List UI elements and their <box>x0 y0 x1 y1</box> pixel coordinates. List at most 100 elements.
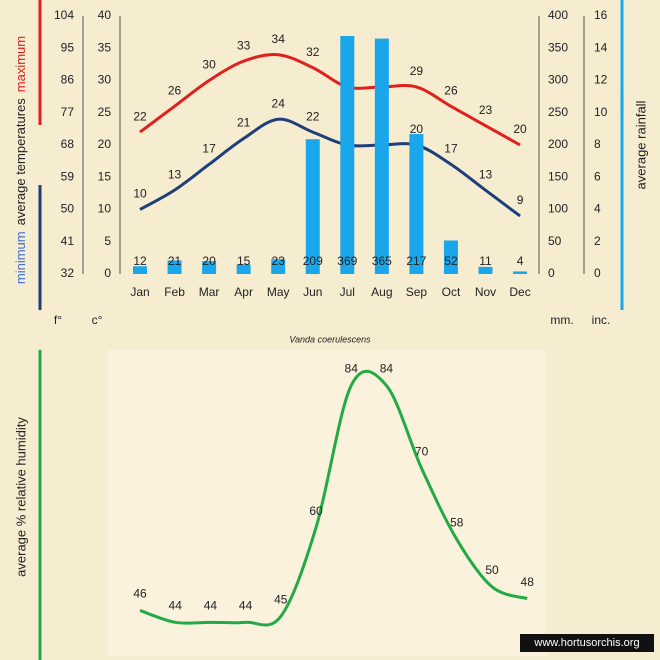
data-label: 46 <box>133 587 147 601</box>
y2-title: average rainfall <box>633 100 648 189</box>
bar <box>305 139 320 274</box>
data-label: 10 <box>133 187 147 201</box>
line <box>139 117 521 218</box>
data-label: 70 <box>415 445 429 459</box>
data-label: 30 <box>202 58 216 72</box>
bar <box>271 259 286 274</box>
tick-label: 50 <box>548 234 562 248</box>
bar <box>513 271 528 274</box>
data-label: 22 <box>133 109 147 123</box>
tick-label: 300 <box>548 73 568 87</box>
data-label: 29 <box>410 64 424 78</box>
tick-label: 400 <box>548 8 568 22</box>
tick-label: 10 <box>594 105 608 119</box>
data-label: 34 <box>272 32 286 46</box>
temp-axis-title: minimum average temperatures maximum <box>13 36 28 284</box>
mm-unit: mm. <box>550 313 573 327</box>
data-label: 58 <box>450 516 464 530</box>
x-tick-label: Aug <box>371 285 392 299</box>
bar <box>409 134 424 274</box>
bar-label: 15 <box>237 254 251 268</box>
data-label: 17 <box>444 142 458 156</box>
tick-label: 16 <box>594 8 608 22</box>
tick-label: 40 <box>98 8 112 22</box>
bar <box>133 266 147 274</box>
line <box>139 369 528 627</box>
bar-label: 23 <box>272 254 286 268</box>
data-label: 26 <box>444 83 458 97</box>
in-unit: inc. <box>592 313 611 327</box>
tick-label: 100 <box>548 202 568 216</box>
bar-label: 21 <box>168 254 182 268</box>
data-label: 17 <box>202 142 216 156</box>
data-label: 48 <box>521 575 535 589</box>
tick-label: 0 <box>548 266 555 280</box>
tick-label: 2 <box>594 234 601 248</box>
humidity-title: average % relative humidity <box>13 417 28 577</box>
tick-label: 350 <box>548 40 568 54</box>
legend-max: maximum <box>13 36 28 92</box>
legend-min: minimum <box>13 231 28 284</box>
x-tick-label: Feb <box>164 285 185 299</box>
tick-label: 68 <box>61 137 75 151</box>
tick-label: 35 <box>98 40 112 54</box>
bar-label: 209 <box>303 254 323 268</box>
data-label: 21 <box>237 116 251 130</box>
x-tick-label: May <box>267 285 290 299</box>
caption: Vanda coerulescens <box>289 334 371 344</box>
x-tick-label: Oct <box>442 285 461 299</box>
bar-label: 11 <box>479 254 492 268</box>
credit: www.hortusorchis.org <box>533 637 639 649</box>
data-label: 9 <box>517 193 524 207</box>
data-label: 33 <box>237 38 251 52</box>
data-label: 44 <box>169 598 183 612</box>
bar <box>236 264 251 274</box>
tick-label: 77 <box>61 105 75 119</box>
data-label: 45 <box>274 593 288 607</box>
x-tick-label: Nov <box>475 285 496 299</box>
f-unit: f° <box>54 313 62 327</box>
tick-label: 104 <box>54 8 74 22</box>
tick-label: 12 <box>594 73 608 87</box>
x-tick-label: Dec <box>509 285 530 299</box>
tick-label: 95 <box>61 40 75 54</box>
bar <box>340 35 355 275</box>
tick-label: 10 <box>98 202 112 216</box>
x-tick-label: Mar <box>199 285 220 299</box>
bar-label: 12 <box>133 254 147 268</box>
line <box>139 52 521 147</box>
bar <box>374 38 389 275</box>
tick-label: 0 <box>104 266 111 280</box>
x-tick-label: Sep <box>406 285 428 299</box>
tick-label: 250 <box>548 105 568 119</box>
data-label: 20 <box>410 122 424 136</box>
data-label: 32 <box>306 45 320 59</box>
tick-label: 20 <box>98 137 112 151</box>
data-label: 84 <box>345 362 359 376</box>
data-label: 26 <box>168 83 182 97</box>
tick-label: 6 <box>594 169 601 183</box>
bar <box>478 266 493 274</box>
bar-label: 369 <box>337 254 357 268</box>
tick-label: 50 <box>61 202 75 216</box>
x-tick-label: Jun <box>303 285 322 299</box>
data-label: 23 <box>479 103 493 117</box>
data-label: 13 <box>479 167 493 181</box>
bar-label: 365 <box>372 254 392 268</box>
tick-label: 4 <box>594 202 601 216</box>
x-tick-label: Jul <box>340 285 355 299</box>
data-label: 60 <box>309 504 323 518</box>
tick-label: 150 <box>548 169 568 183</box>
data-label: 24 <box>272 96 286 110</box>
tick-label: 86 <box>61 73 75 87</box>
bar <box>443 240 458 274</box>
data-label: 50 <box>485 563 499 577</box>
bar <box>202 261 217 274</box>
tick-label: 41 <box>61 234 75 248</box>
bar-label: 52 <box>444 254 458 268</box>
y-title: average temperatures <box>13 98 28 226</box>
data-label: 13 <box>168 167 182 181</box>
data-label: 20 <box>513 122 527 136</box>
bar-label: 4 <box>517 254 524 268</box>
